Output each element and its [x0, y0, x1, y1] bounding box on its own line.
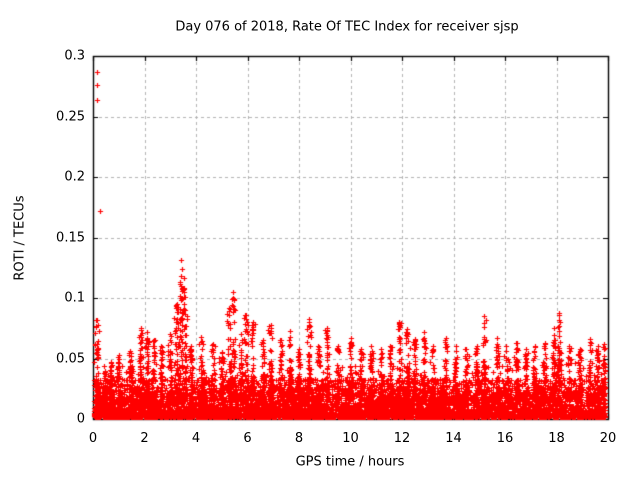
x-tick-label: 14: [445, 431, 462, 446]
x-tick-label: 2: [140, 431, 149, 446]
y-tick-label: 0: [76, 411, 85, 427]
x-tick-label: 0: [88, 431, 98, 446]
x-tick-label: 6: [243, 431, 252, 446]
y-tick-label: 0.3: [64, 48, 85, 64]
y-tick-label: 0.05: [56, 351, 85, 366]
chart-title: Day 076 of 2018, Rate Of TEC Index for r…: [175, 19, 519, 35]
x-axis-label: GPS time / hours: [295, 454, 405, 470]
x-tick-label: 16: [496, 431, 514, 446]
x-tick-label: 4: [191, 431, 201, 446]
y-tick-label: 0.1: [64, 290, 85, 306]
y-tick-label: 0.15: [56, 230, 85, 245]
x-tick-label: 8: [294, 431, 304, 446]
x-tick-label: 20: [599, 431, 617, 446]
y-axis-label: ROTI / TECUs: [12, 195, 28, 281]
x-tick-label: 12: [393, 431, 411, 446]
y-tick-label: 0.25: [56, 109, 85, 124]
y-tick-label: 0.2: [64, 169, 85, 185]
x-tick-label: 18: [548, 431, 565, 446]
x-tick-label: 10: [342, 431, 359, 446]
